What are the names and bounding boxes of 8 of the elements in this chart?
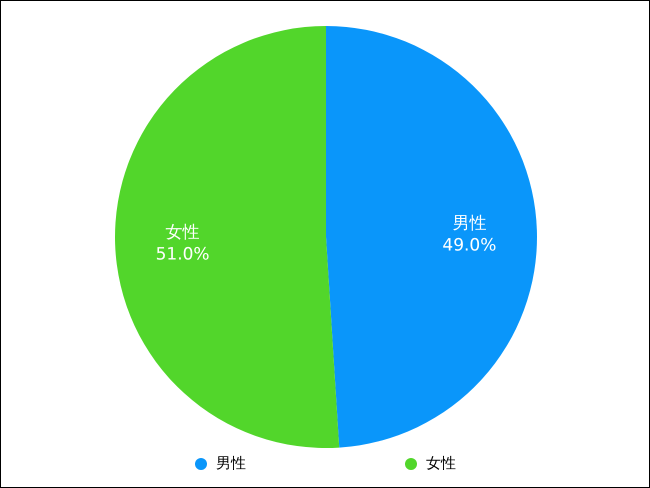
- legend-label: 女性: [426, 454, 456, 473]
- legend-label: 男性: [216, 454, 246, 473]
- data-label: 49.0%: [442, 235, 496, 256]
- slice-label: 男性: [452, 213, 486, 234]
- pie-slice: [115, 26, 340, 448]
- pie-slice: [326, 26, 537, 448]
- slice-label: 女性: [166, 222, 200, 243]
- data-label: 51.0%: [156, 244, 210, 265]
